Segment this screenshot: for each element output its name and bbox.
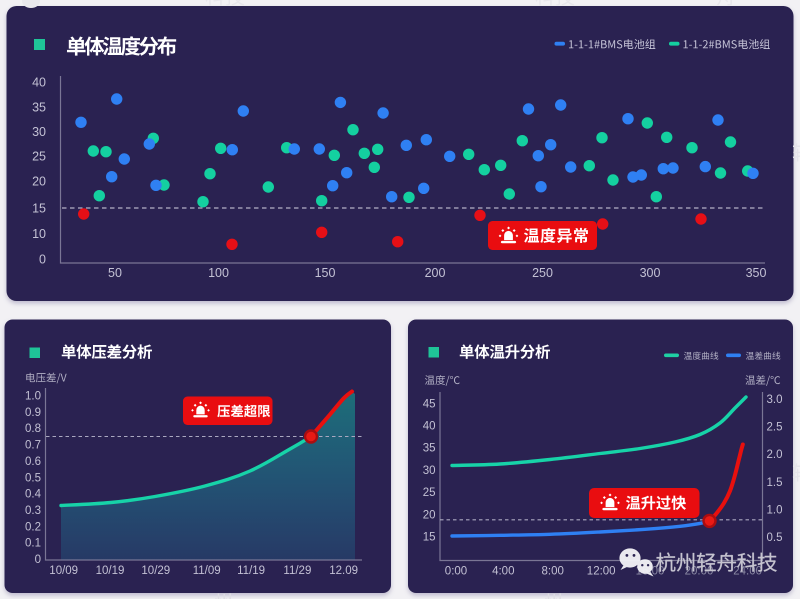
svg-text:8:00: 8:00 bbox=[542, 566, 564, 578]
svg-text:100: 100 bbox=[208, 266, 229, 280]
svg-text:30: 30 bbox=[423, 465, 436, 477]
svg-text:250: 250 bbox=[532, 266, 553, 280]
svg-text:3.0: 3.0 bbox=[767, 394, 783, 406]
svg-text:200: 200 bbox=[425, 266, 446, 280]
svg-text:25: 25 bbox=[32, 149, 46, 163]
svg-text:40: 40 bbox=[32, 75, 46, 89]
svg-text:10/29: 10/29 bbox=[141, 565, 170, 577]
svg-text:11/29: 11/29 bbox=[283, 565, 311, 577]
svg-text:45: 45 bbox=[423, 398, 436, 410]
svg-text:0: 0 bbox=[39, 252, 46, 266]
svg-text:0.7: 0.7 bbox=[25, 440, 41, 452]
svg-text:10/09: 10/09 bbox=[49, 565, 78, 577]
svg-text:12:00: 12:00 bbox=[587, 566, 616, 578]
svg-text:0.2: 0.2 bbox=[25, 521, 41, 533]
svg-text:1.5: 1.5 bbox=[767, 477, 783, 489]
svg-text:20: 20 bbox=[32, 174, 46, 188]
svg-text:10/19: 10/19 bbox=[96, 565, 125, 577]
svg-text:11/09: 11/09 bbox=[193, 565, 221, 577]
svg-text:300: 300 bbox=[640, 266, 661, 280]
svg-text:0.5: 0.5 bbox=[767, 532, 783, 544]
svg-text:0: 0 bbox=[35, 554, 41, 566]
svg-text:0.8: 0.8 bbox=[25, 423, 41, 435]
svg-text:4:00: 4:00 bbox=[492, 566, 514, 578]
svg-text:0.9: 0.9 bbox=[25, 407, 41, 419]
svg-text:0.5: 0.5 bbox=[25, 472, 41, 484]
svg-text:11/19: 11/19 bbox=[237, 565, 265, 577]
svg-text:35: 35 bbox=[423, 443, 436, 455]
svg-text:15: 15 bbox=[423, 532, 436, 544]
svg-text:25: 25 bbox=[423, 487, 436, 499]
svg-text:1.0: 1.0 bbox=[25, 391, 41, 403]
svg-text:0.4: 0.4 bbox=[25, 489, 42, 501]
svg-text:0.3: 0.3 bbox=[25, 505, 41, 517]
svg-text:10: 10 bbox=[32, 227, 46, 241]
svg-text:12.09: 12.09 bbox=[329, 565, 358, 577]
svg-text:150: 150 bbox=[315, 266, 336, 280]
svg-text:0.6: 0.6 bbox=[25, 456, 41, 468]
svg-text:0.1: 0.1 bbox=[25, 538, 41, 550]
svg-text:30: 30 bbox=[32, 125, 46, 139]
svg-text:2.5: 2.5 bbox=[767, 422, 783, 434]
svg-text:0:00: 0:00 bbox=[445, 566, 467, 578]
svg-text:40: 40 bbox=[423, 421, 436, 433]
svg-text:20: 20 bbox=[423, 509, 436, 521]
svg-text:50: 50 bbox=[108, 266, 122, 280]
svg-text:20:00: 20:00 bbox=[685, 566, 714, 578]
svg-text:350: 350 bbox=[746, 266, 767, 280]
svg-text:1.0: 1.0 bbox=[767, 504, 783, 516]
svg-text:35: 35 bbox=[32, 100, 46, 114]
svg-text:15: 15 bbox=[32, 201, 46, 215]
svg-text:2.0: 2.0 bbox=[767, 449, 783, 461]
svg-text:24:00: 24:00 bbox=[733, 566, 762, 578]
